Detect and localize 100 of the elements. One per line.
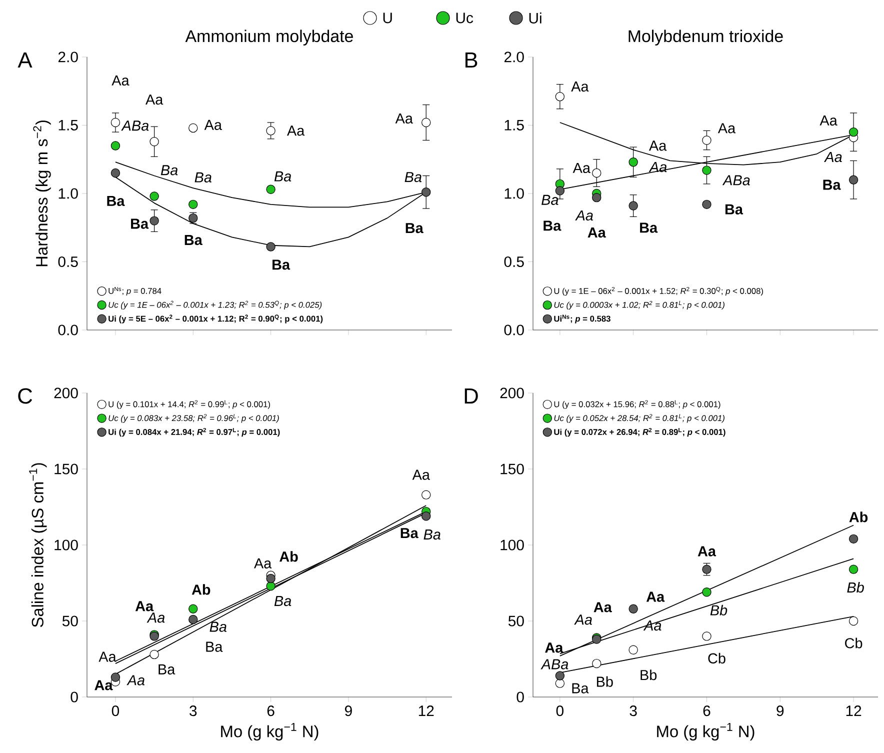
x-axis-title: Mo (g kg$^{−1}$ N) — [657, 722, 754, 741]
y-tick-label: 50 — [508, 616, 524, 626]
data-label: Ab — [192, 584, 210, 595]
text: U — [383, 12, 392, 24]
y-tick-label: 0.5 — [504, 256, 524, 268]
chart-title: Ammonium molybdate — [185, 30, 353, 46]
data-label: Ba — [406, 223, 424, 234]
legend-label: Uc (y = 0.052x + 28.54; R$^{2}$ = 0.81$^{L}$; p < 0.001) — [554, 414, 724, 423]
annotation: Ba — [404, 172, 422, 182]
data-label: Aa — [718, 123, 736, 134]
y-tick-label: 100 — [500, 540, 524, 550]
y-tick-label: 100 — [54, 540, 78, 550]
y-tick-label: 150 — [500, 464, 524, 474]
data-label: Ba — [640, 222, 658, 233]
text: D — [464, 388, 478, 404]
data-label: Aa — [94, 680, 113, 690]
data-label: Ba — [272, 260, 290, 270]
data-label: Ab — [280, 551, 298, 562]
legend-label: Ui (y = 0.072x + 26.94; R$^{2}$ = 0.89$^{L}$; p < 0.001) — [554, 428, 726, 437]
y-tick-label: 1.5 — [58, 120, 78, 130]
y-tick-label: 0.0 — [58, 324, 78, 336]
data-label: Cb — [845, 638, 862, 648]
data-label: Aa — [545, 642, 564, 653]
data-label: Ba — [107, 196, 125, 206]
x-tick-label: 9 — [776, 706, 784, 716]
data-label: Bb — [596, 676, 613, 687]
legend-label: Uc (y = 0.083x + 23.58; R$^{2}$ = 0.96$^{L}$; p < 0.001) — [108, 414, 279, 423]
y-tick-label: 2.0 — [58, 52, 78, 62]
data-label: Ba — [210, 622, 226, 632]
y-tick-label: 0.0 — [504, 324, 524, 336]
legend-label: Ui (y = 5E – 06x$^{2}$ – 0.001x + 1.12; R$^{2}$ = 0.90$^{Q}$; p < 0.001) — [108, 314, 323, 324]
data-label: Aa — [146, 612, 165, 623]
x-tick-label: 6 — [703, 706, 710, 716]
annotation: Aa — [126, 675, 145, 686]
x-tick-label: 3 — [190, 706, 197, 716]
text: U (y = 1E – 06x$^{2}$ – 0.001x + 1.52; R$^{2}$ = 0.30$^{Q}$; p < 0.008) — [554, 286, 763, 296]
y-tick-label: 1.5 — [504, 120, 524, 130]
legend-label: Uc (y = 1E – 06x$^{2}$ – 0.001x + 1.23; R$^{2}$ = 0.53$^{Q}$; p < 0.025) — [108, 300, 322, 310]
annotation: Aa — [648, 140, 667, 151]
data-label: Cb — [708, 652, 726, 664]
text: Ui — [529, 12, 542, 24]
data-label: Ba — [424, 530, 440, 540]
data-label: Aa — [648, 162, 667, 172]
text: A — [18, 52, 32, 68]
legend-label: Ui$^{Ns}$; p = 0.583 — [554, 314, 610, 324]
data-label: Aa — [135, 601, 154, 612]
data-label: Aa — [572, 162, 590, 174]
data-label: Ba — [725, 204, 744, 214]
y-tick-label: 0 — [516, 692, 524, 702]
data-label: Ba — [160, 165, 178, 176]
data-label: Bb — [640, 670, 657, 680]
data-label: ABa — [722, 175, 750, 186]
data-label: Ba — [823, 180, 841, 190]
text: Uc — [456, 12, 474, 24]
data-label: Ba — [158, 664, 176, 674]
data-label: Aa — [254, 558, 272, 568]
data-label: ABa — [121, 120, 149, 131]
annotation: Ba — [206, 642, 223, 652]
data-label: Aa — [574, 614, 592, 625]
data-label: Ba — [400, 528, 418, 538]
annotation: ABa — [540, 659, 568, 670]
y-tick-label: 1.0 — [504, 188, 524, 199]
annotation: Aa — [643, 620, 662, 631]
legend-label: U (y = 0.032x + 15.96; R$^{2}$ = 0.88$^{L}$; p < 0.001) — [554, 400, 720, 409]
text: C — [18, 388, 32, 404]
data-label: Aa — [412, 470, 430, 480]
data-label: Aa — [646, 592, 665, 602]
data-label: Ba — [274, 596, 292, 606]
x-tick-label: 9 — [345, 706, 352, 716]
data-label: Aa — [395, 113, 413, 124]
y-tick-label: 50 — [62, 616, 78, 626]
text: B — [465, 52, 478, 68]
legend-label: Uc (y = 0.0003x + 1.02; R$^{2}$ = 0.81$^{L}$; p < 0.001) — [554, 300, 724, 310]
y-axis-title: Saline index (µS cm$^{−1}$) — [29, 463, 47, 628]
data-label: Aa — [575, 210, 593, 221]
x-axis-title: Mo (g kg$^{−1}$ N) — [221, 722, 318, 741]
legend-label: U$^{Ns}$; p = 0.784 — [108, 286, 162, 296]
y-tick-label: 200 — [500, 388, 524, 398]
chart-title: Molybdenum trioxide — [628, 30, 783, 46]
x-tick-label: 3 — [630, 706, 637, 716]
data-label: Ba — [194, 172, 212, 182]
x-tick-label: 6 — [267, 706, 274, 716]
data-label: Aa — [112, 75, 130, 86]
data-label: Aa — [146, 94, 164, 105]
data-label: Aa — [571, 82, 589, 92]
data-label: Aa — [594, 602, 612, 612]
legend-label: U (y = 0.101x + 14.4; R$^{2}$ = 0.99$^{L}$; p < 0.001) — [108, 400, 270, 409]
y-tick-label: 200 — [54, 388, 78, 398]
y-tick-label: 0 — [70, 692, 78, 702]
legend-label: Ui (y = 0.084x + 21.94; R$^{2}$ = 0.97$^{L}$; p = 0.001) — [108, 428, 280, 437]
x-tick-label: 12 — [418, 706, 434, 716]
data-label: Aa — [824, 152, 842, 162]
y-tick-label: 1.0 — [58, 188, 78, 199]
data-label: Aa — [588, 228, 606, 238]
x-tick-label: 12 — [846, 706, 862, 716]
y-tick-label: 0.5 — [58, 256, 78, 268]
data-label: Ba — [274, 171, 292, 182]
y-tick-label: 150 — [54, 464, 78, 474]
x-tick-label: 0 — [556, 706, 564, 716]
data-label: Ba — [184, 235, 202, 246]
